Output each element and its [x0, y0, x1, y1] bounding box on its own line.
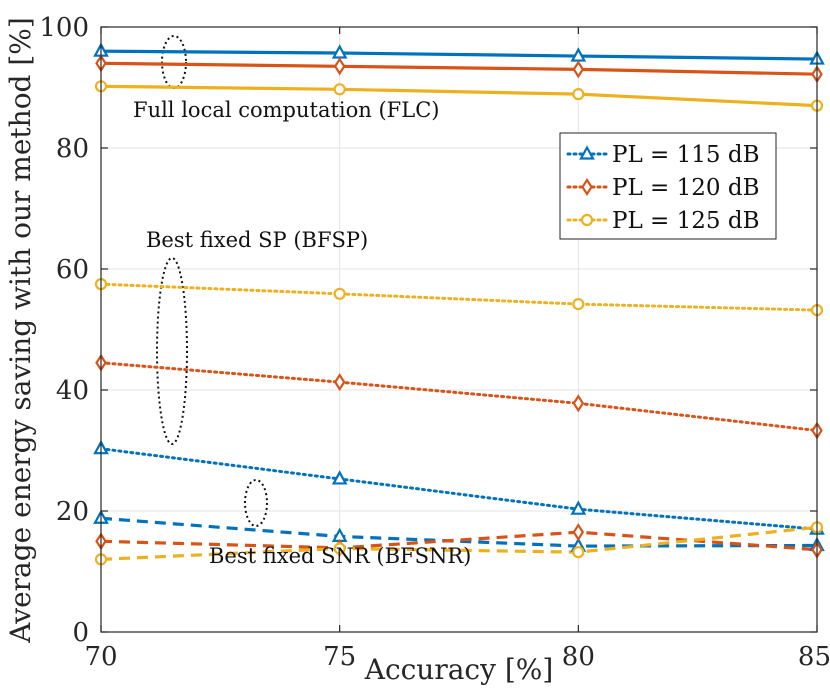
- y-tick-label: 80: [56, 134, 89, 164]
- data-point-bfsnr-120: [572, 523, 585, 542]
- data-point-flc-115: [331, 44, 348, 59]
- plot-area-frame: [100, 26, 818, 633]
- data-point-bfsnr-125: [333, 542, 346, 555]
- legend-box: [559, 132, 777, 240]
- data-point-flc-125: [333, 83, 346, 96]
- legend-marker: [580, 213, 594, 227]
- flc-group-ellipse: [161, 35, 187, 89]
- legend-marker: [579, 145, 595, 160]
- legend-marker: [581, 177, 593, 197]
- legend-entry-label: PL = 115 dB: [612, 142, 759, 168]
- y-tick-label: 100: [39, 13, 89, 43]
- data-point-flc-120: [333, 57, 346, 76]
- series-line-bfsp-125: [99, 282, 819, 312]
- data-point-bfsp-125: [572, 297, 585, 311]
- legend-entry-label: PL = 120 dB: [612, 175, 759, 201]
- legend: PL = 115 dB PL = 120 dB PL = 125 dB: [559, 132, 777, 240]
- series-lines: [99, 49, 819, 561]
- series-line-flc-115: [100, 49, 818, 61]
- data-point-flc-115: [570, 47, 587, 62]
- data-point-flc-120: [572, 60, 585, 79]
- bfsnr-group-ellipse: [244, 479, 268, 527]
- data-point-bfsp-120: [572, 394, 585, 413]
- x-tick-label: 80: [562, 642, 595, 672]
- bfsp-group-ellipse: [156, 257, 188, 445]
- bfsnr-annotation: Best fixed SNR (BFSNR): [209, 544, 471, 568]
- y-axis-label: Average energy saving with our method [%…: [4, 17, 37, 644]
- legend-entry-label: PL = 125 dB: [612, 208, 759, 234]
- data-point-flc-125: [572, 88, 585, 101]
- y-tick-label: 0: [72, 618, 89, 648]
- data-point-bfsp-120: [333, 373, 346, 392]
- series-line-flc-125: [100, 84, 818, 108]
- series-line-bfsp-115: [99, 447, 819, 531]
- x-tick-label: 85: [798, 642, 830, 672]
- y-tick-label: 20: [56, 497, 89, 527]
- flc-annotation: Full local computation (FLC): [133, 98, 439, 122]
- series-markers: [93, 42, 825, 566]
- bfsp-annotation: Best fixed SP (BFSP): [146, 228, 368, 252]
- data-point-bfsp-115: [331, 470, 348, 485]
- series-line-bfsnr-125: [100, 525, 818, 561]
- data-point-bfsp-125: [333, 287, 346, 300]
- x-tick-label: 75: [323, 642, 356, 672]
- x-tick-label: 70: [84, 642, 117, 672]
- series-line-flc-120: [100, 61, 818, 76]
- y-tick-label: 60: [56, 255, 89, 285]
- data-point-bfsnr-125: [572, 546, 585, 559]
- y-tick-label: 40: [56, 376, 89, 406]
- axis-ticks: 0 20 40 60 80 100 70 75 80 85: [39, 13, 830, 672]
- series-line-bfsnr-115: [100, 516, 818, 548]
- x-axis-label: Accuracy [%]: [364, 653, 554, 686]
- data-point-bfsp-115: [570, 500, 587, 515]
- series-line-bfsp-120: [99, 361, 819, 433]
